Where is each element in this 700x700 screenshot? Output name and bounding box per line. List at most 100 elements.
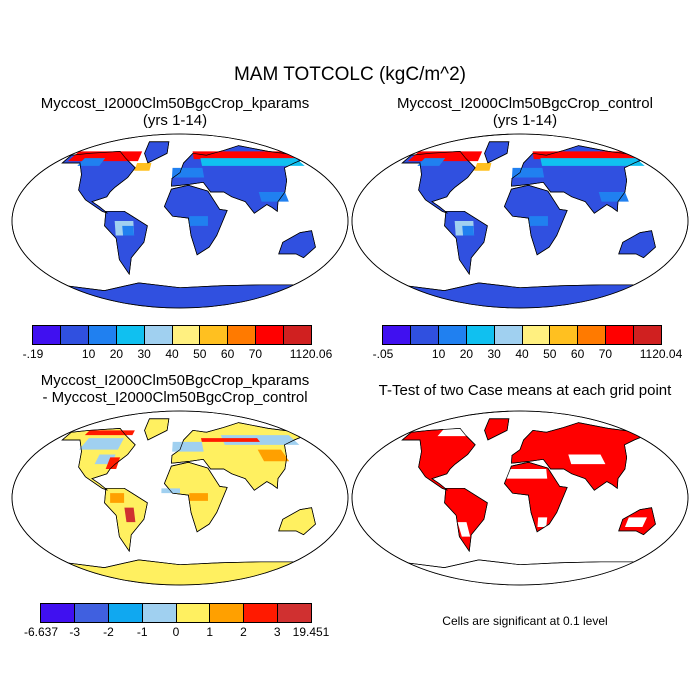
colorbar-label: -3 xyxy=(69,625,81,639)
colorbar-box xyxy=(244,604,279,622)
colorbar-label: -1 xyxy=(136,625,148,639)
colorbar-box xyxy=(142,604,177,622)
data-patch xyxy=(457,522,471,537)
colorbar-box xyxy=(438,326,467,344)
map-kparams xyxy=(11,133,349,309)
colorbar-label: 3 xyxy=(273,625,281,639)
colorbar-box xyxy=(466,326,495,344)
colorbar-box xyxy=(172,326,201,344)
data-patch xyxy=(67,151,143,162)
colorbar-label: 10 xyxy=(81,347,96,361)
coastline-af xyxy=(163,184,228,256)
data-patch xyxy=(122,225,135,236)
data-patch xyxy=(201,438,260,442)
coastline-an xyxy=(398,282,643,308)
coastline-an xyxy=(58,282,303,308)
panel-title-line1: Myccost_I2000Clm50BgcCrop_kparams xyxy=(40,372,310,389)
data-patch xyxy=(598,192,629,202)
colorbar-box xyxy=(74,604,109,622)
data-patch xyxy=(220,435,300,445)
panel-title-kparams: Myccost_I2000Clm50BgcCrop_kparams (yrs 1… xyxy=(0,95,350,129)
figure-title: MAM TOTCOLC (kgC/m^2) xyxy=(233,64,466,85)
colorbar-label: 70 xyxy=(248,347,263,361)
colorbar-label: 1120.06 xyxy=(289,347,333,361)
colorbar-box xyxy=(88,326,117,344)
coastline-sa xyxy=(104,487,148,553)
colorbar-label: -6.637 xyxy=(23,625,59,639)
colorbar-label: -.05 xyxy=(372,347,394,361)
panel-title-ttest: T-Test of two Case means at each grid po… xyxy=(350,382,700,399)
colorbar-box xyxy=(550,326,579,344)
data-patch xyxy=(189,216,208,226)
data-patch xyxy=(437,428,483,437)
data-patch xyxy=(417,158,446,166)
data-patch xyxy=(124,507,136,523)
colorbar-box xyxy=(284,326,312,344)
map-ttest xyxy=(351,410,689,586)
colorbar-label: 2 xyxy=(240,625,247,639)
panel-title-line2: (yrs 1-14) xyxy=(142,112,208,129)
land-field xyxy=(398,141,656,308)
coastline-na xyxy=(401,428,476,491)
colorbar-box xyxy=(606,326,635,344)
data-patch xyxy=(540,158,645,166)
coastline-na xyxy=(61,428,136,491)
data-patch xyxy=(257,449,290,462)
data-patch xyxy=(568,454,606,465)
colorbar-label: 50 xyxy=(193,347,207,361)
coastline-sa xyxy=(444,487,488,553)
land-field xyxy=(58,141,316,308)
data-patch xyxy=(172,441,204,452)
colorbar-label: 70 xyxy=(598,347,613,361)
colorbar-box xyxy=(494,326,523,344)
colorbar-label: 20 xyxy=(459,347,474,361)
colorbar-box xyxy=(33,326,61,344)
colorbar-box xyxy=(41,604,75,622)
data-patch xyxy=(474,163,492,171)
colorbar-box xyxy=(522,326,551,344)
colorbar-label: 60 xyxy=(570,347,585,361)
panel-title-line2: (yrs 1-14) xyxy=(492,112,558,129)
map-outline xyxy=(351,133,689,309)
coastline-au xyxy=(278,230,316,259)
data-patch xyxy=(511,167,545,178)
colorbar-box xyxy=(578,326,607,344)
colorbar-box xyxy=(176,604,211,622)
land-field xyxy=(58,418,316,585)
map-outline xyxy=(11,133,349,309)
coastline-ea xyxy=(171,422,305,491)
colorbar-label: 20 xyxy=(109,347,124,361)
panel-title-line1: T-Test of two Case means at each grid po… xyxy=(378,382,672,399)
coastline-gr xyxy=(484,418,510,441)
data-patch xyxy=(105,457,121,469)
coastline-ea xyxy=(171,145,305,214)
data-patch xyxy=(134,163,152,171)
colorbar-boxes xyxy=(40,603,312,623)
colorbar-label: 40 xyxy=(515,347,529,361)
colorbar-label: 40 xyxy=(165,347,179,361)
coastline-gr xyxy=(144,418,170,441)
colorbar-label: -2 xyxy=(103,625,114,639)
colorbar-box xyxy=(200,326,229,344)
colorbar-label: -.19 xyxy=(22,347,44,361)
colorbar-label: 10 xyxy=(431,347,446,361)
coastline-af xyxy=(503,461,568,533)
data-patch xyxy=(462,225,475,236)
coastline-na xyxy=(61,151,136,214)
data-patch xyxy=(189,493,208,501)
coastline-sa xyxy=(444,210,488,276)
colorbar-box xyxy=(228,326,257,344)
colorbar-label: 30 xyxy=(487,347,501,361)
data-patch xyxy=(171,167,205,178)
colorbar-box xyxy=(634,326,662,344)
panel-title-difference: Myccost_I2000Clm50BgcCrop_kparams - Mycc… xyxy=(0,372,350,406)
panel-title-line1: Myccost_I2000Clm50BgcCrop_kparams xyxy=(40,95,310,112)
data-patch xyxy=(79,438,124,450)
coastline-gr xyxy=(144,141,170,164)
colorbar-boxes xyxy=(382,325,662,345)
data-patch xyxy=(84,430,135,436)
colorbar-box xyxy=(278,604,311,622)
coastline-af xyxy=(163,461,228,533)
coastline-au xyxy=(618,230,656,259)
